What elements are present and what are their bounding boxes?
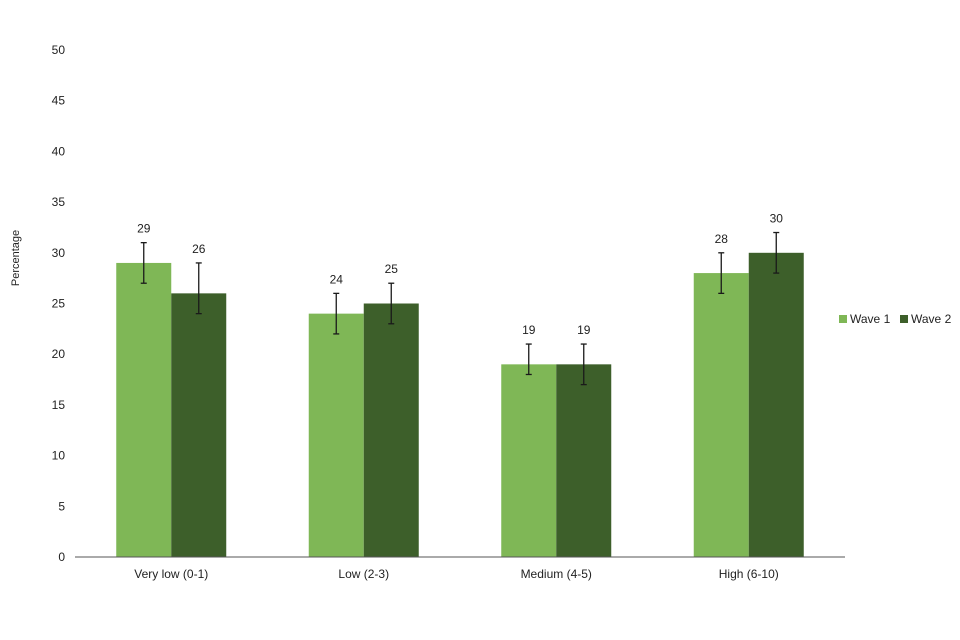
bar	[363, 303, 419, 557]
bar	[501, 364, 557, 557]
error-bars	[140, 231, 780, 386]
data-label: 19	[522, 323, 536, 337]
y-axis-ticks: 0 5 10 15 20 25 30 35 40 45 50	[52, 43, 66, 564]
x-category-label: High (6-10)	[719, 567, 779, 581]
x-category-label: Very low (0-1)	[134, 567, 208, 581]
data-label: 26	[192, 242, 206, 256]
x-category-label: Low (2-3)	[338, 567, 389, 581]
legend-swatch	[839, 315, 847, 323]
data-label: 25	[385, 262, 399, 276]
y-axis-label: Percentage	[10, 230, 22, 286]
legend-label: Wave 2	[911, 312, 952, 326]
y-tick-label: 35	[52, 195, 66, 209]
bar	[171, 293, 227, 557]
bars	[116, 252, 804, 558]
y-tick-label: 30	[52, 246, 66, 260]
bar	[748, 252, 804, 558]
y-tick-label: 45	[52, 94, 66, 108]
data-labels: 29 26 24 25 19 19 28 30	[137, 212, 783, 338]
data-label: 19	[577, 323, 591, 337]
y-tick-label: 25	[52, 297, 66, 311]
legend: Wave 1 Wave 2	[839, 312, 952, 326]
legend-label: Wave 1	[850, 312, 891, 326]
y-tick-label: 10	[52, 449, 66, 463]
y-tick-label: 5	[58, 499, 65, 513]
data-label: 29	[137, 222, 151, 236]
y-tick-label: 20	[52, 347, 66, 361]
data-label: 24	[330, 272, 344, 286]
y-tick-label: 0	[58, 550, 65, 564]
bar	[556, 364, 612, 557]
y-tick-label: 50	[52, 43, 66, 57]
x-category-label: Medium (4-5)	[521, 567, 592, 581]
y-tick-label: 40	[52, 144, 66, 158]
data-label: 30	[770, 212, 784, 226]
bar	[693, 273, 749, 557]
x-axis-categories: Very low (0-1) Low (2-3) Medium (4-5) High …	[134, 567, 779, 581]
bar	[116, 262, 172, 557]
data-label: 28	[715, 232, 729, 246]
y-tick-label: 15	[52, 398, 66, 412]
legend-swatch	[900, 315, 908, 323]
bar	[308, 313, 364, 557]
